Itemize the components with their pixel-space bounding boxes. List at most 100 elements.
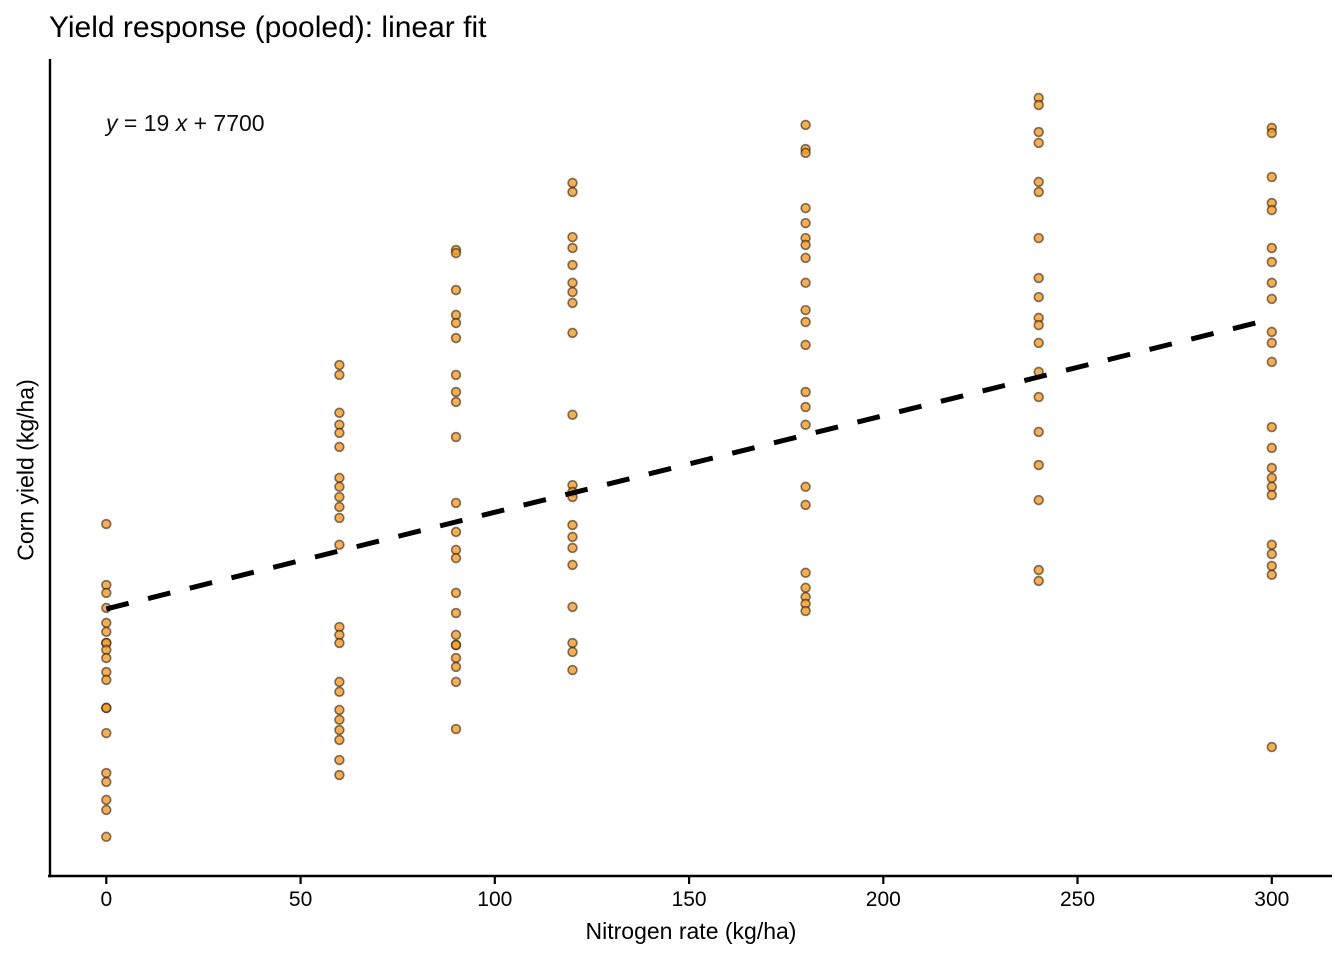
data-point (567, 601, 578, 613)
data-point (101, 617, 112, 629)
data-point (567, 186, 578, 198)
data-point (334, 359, 345, 371)
data-point (334, 512, 345, 524)
data-point (101, 831, 112, 843)
data-point (800, 147, 811, 159)
data-point (334, 407, 345, 419)
equation-intercept-text: + 7700 (187, 110, 265, 136)
data-point (101, 794, 112, 806)
data-point (1033, 337, 1044, 349)
x-tick-label: 50 (289, 888, 312, 911)
data-point (800, 401, 811, 413)
chart-title: Yield response (pooled): linear fit (49, 11, 487, 44)
data-point (1266, 171, 1278, 183)
data-point (567, 409, 578, 421)
data-point (101, 804, 112, 816)
data-point (1266, 569, 1278, 581)
data-point (1033, 564, 1044, 576)
data-point (1033, 426, 1044, 438)
data-point (567, 286, 578, 298)
equation-x-variable: x (175, 110, 188, 136)
data-point (101, 776, 112, 788)
data-point (567, 531, 578, 543)
x-tick-label: 200 (866, 888, 901, 911)
data-point (450, 317, 462, 329)
data-point (567, 559, 578, 571)
data-point (334, 491, 345, 503)
data-point (800, 567, 811, 579)
data-point (450, 526, 462, 538)
data-point (1033, 186, 1044, 198)
data-point (800, 119, 811, 131)
data-point (1033, 232, 1044, 244)
data-point (1266, 204, 1278, 216)
data-point (450, 661, 462, 673)
data-point (450, 332, 462, 344)
data-point (450, 552, 462, 564)
data-point (101, 702, 112, 714)
data-point (567, 519, 578, 531)
data-point (800, 499, 811, 511)
data-point (800, 304, 811, 316)
data-point (101, 626, 112, 638)
data-point (567, 637, 578, 649)
data-point (334, 427, 345, 439)
data-point (450, 431, 462, 443)
x-tick-label: 100 (477, 888, 512, 911)
x-axis-label: Nitrogen rate (kg/ha) (585, 918, 797, 944)
data-point (567, 542, 578, 554)
data-point (1266, 462, 1278, 474)
data-point (1266, 293, 1278, 305)
data-point (1266, 472, 1278, 484)
data-point (1266, 560, 1278, 572)
equation-slope-text: = 19 (117, 110, 176, 136)
data-point (567, 259, 578, 271)
data-point (334, 714, 345, 726)
data-point (450, 629, 462, 641)
data-point (1033, 137, 1044, 149)
data-point (567, 297, 578, 309)
data-point (567, 664, 578, 676)
data-point (800, 419, 811, 431)
data-point (567, 327, 578, 339)
data-point (101, 652, 112, 664)
data-point (800, 252, 811, 264)
data-point (334, 441, 345, 453)
data-point (1266, 256, 1278, 268)
data-point (450, 369, 462, 381)
data-point (1266, 421, 1278, 433)
data-point (567, 646, 578, 658)
data-point (450, 386, 462, 398)
data-point (450, 639, 462, 651)
data-point (800, 582, 811, 594)
data-point (101, 727, 112, 739)
data-point (334, 704, 345, 716)
data-point (450, 497, 462, 509)
data-point (567, 242, 578, 254)
data-point (800, 277, 811, 289)
data-point (334, 472, 345, 484)
data-point (800, 386, 811, 398)
data-point (1266, 337, 1278, 349)
data-point (800, 202, 811, 214)
data-point (800, 339, 811, 351)
data-point (334, 539, 345, 551)
data-point (450, 396, 462, 408)
data-point (1033, 176, 1044, 188)
data-point (800, 481, 811, 493)
data-point (101, 587, 112, 599)
data-point (1033, 291, 1044, 303)
data-point (800, 316, 811, 328)
data-point (101, 518, 112, 530)
data-point (1033, 494, 1044, 506)
data-point (334, 676, 345, 688)
data-point (800, 605, 811, 617)
data-point (101, 767, 112, 779)
data-point (450, 607, 462, 619)
data-point (1266, 539, 1278, 551)
data-point (1266, 489, 1278, 501)
data-point (1266, 277, 1278, 289)
data-point (1033, 99, 1044, 111)
data-point (567, 231, 578, 243)
data-point (334, 686, 345, 698)
